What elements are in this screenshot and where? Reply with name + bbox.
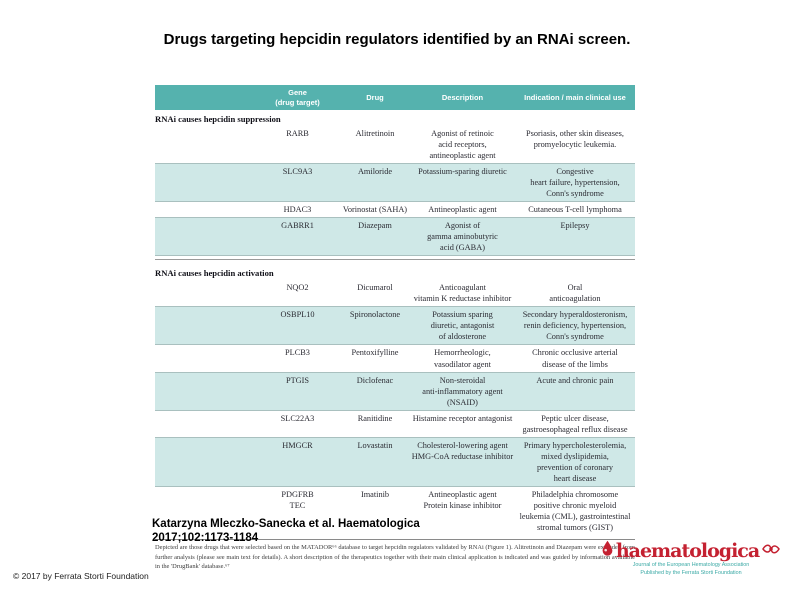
column-header-indication: Indication / main clinical use <box>524 92 626 102</box>
description-cell: Cholesterol-lowering agent HMG-CoA reduc… <box>411 440 514 461</box>
drug-cell: Vorinostat (SAHA) <box>342 205 408 215</box>
section-divider <box>155 259 635 261</box>
row-gutter <box>155 307 255 311</box>
table-header-row: Gene (drug target) Drug Description Indi… <box>155 85 635 110</box>
drug-cell: Imatinib <box>360 489 390 499</box>
haematologica-logo: haematologica Journal of the European He… <box>596 540 786 577</box>
copyright-notice: © 2017 by Ferrata Storti Foundation <box>13 571 149 581</box>
indication-cell: Congestive heart failure, hypertension, … <box>530 167 620 199</box>
table-body: RNAi causes hepcidin suppression RARB Alit… <box>155 110 635 535</box>
row-gutter <box>155 345 255 349</box>
citation-authors: Katarzyna Mleczko-Sanecka et al. Haemato… <box>152 518 420 530</box>
indication-cell: Cutaneous T-cell lymphoma <box>528 205 622 215</box>
table-row: RARB Alitretinoin Agonist of retinoic acid… <box>155 126 635 163</box>
row-gutter <box>155 411 255 415</box>
section-label: RNAi causes hepcidin activation <box>155 268 274 279</box>
drug-cell: Alitretinoin <box>355 129 395 138</box>
gene-cell: HMGCR <box>282 440 313 450</box>
table-row: SLC22A3 Ranitidine Histamine receptor anta… <box>155 411 635 437</box>
indication-cell: Primary hypercholesterolemia, mixed dysl… <box>523 440 627 483</box>
description-cell: Antineoplastic agent <box>428 205 497 215</box>
gene-cell: RARB <box>286 129 309 138</box>
gene-cell: OSBPL10 <box>280 310 315 320</box>
description-cell: Non-steroidal anti-inflammatory agent (N… <box>422 375 503 407</box>
gene-cell: SLC9A3 <box>282 167 313 177</box>
row-gutter <box>155 280 255 284</box>
gene-cell: GABRR1 <box>281 221 314 231</box>
drug-cell: Ranitidine <box>357 413 393 423</box>
logo-tagline-line2: Published by the Ferrata Storti Foundati… <box>640 569 742 576</box>
column-header-drug: Drug <box>366 92 384 102</box>
table-row: PDGFRB TEC Imatinib Antineoplastic agent P… <box>155 487 635 535</box>
drug-cell: Spironolactone <box>349 310 401 320</box>
description-cell: Antineoplastic agent Protein kinase inhi… <box>423 489 502 510</box>
blood-drop-icon <box>601 540 614 562</box>
gene-cell: PTGIS <box>285 375 310 385</box>
description-cell: Agonist of gamma aminobutyric acid (GABA… <box>427 221 498 253</box>
logo-tagline: Journal of the European Hematology Assoc… <box>596 562 786 577</box>
indication-cell: Oral anticoagulation <box>549 283 601 304</box>
description-cell: Potassium-sparing diuretic <box>418 167 507 177</box>
description-cell: Potassium sparing diuretic, antagonist o… <box>430 310 495 342</box>
row-gutter <box>155 438 255 442</box>
description-cell: Histamine receptor antagonist <box>412 413 513 423</box>
table-row: GABRR1 Diazepam Agonist of gamma aminobuty… <box>155 217 635 257</box>
indication-cell: Epilepsy <box>560 221 590 231</box>
table-row: HDAC3 Vorinostat (SAHA) Antineoplastic age… <box>155 202 635 217</box>
drug-cell: Dicumarol <box>357 283 393 293</box>
gene-cell: SLC22A3 <box>280 413 315 423</box>
citation: Katarzyna Mleczko-Sanecka et al. Haemato… <box>152 517 492 546</box>
logo-ornament-icon <box>761 542 781 560</box>
drug-cell: Pentoxifylline <box>351 348 399 358</box>
indication-cell: Philadelphia chromosome positive chronic… <box>519 489 631 532</box>
description-cell: Hemorrheologic, vasodilator agent <box>434 348 491 369</box>
table-row: PLCB3 Pentoxifylline Hemorrheologic, vasod… <box>155 345 635 371</box>
gene-cell: NQO2 <box>286 283 309 293</box>
drug-cell: Diclofenac <box>356 375 394 385</box>
row-gutter <box>155 202 255 206</box>
indication-cell: Acute and chronic pain <box>536 375 614 385</box>
indication-cell: Psoriasis, other skin diseases, promyelo… <box>526 129 624 150</box>
logo-wordmark: haematologica <box>615 539 760 562</box>
logo-tagline-line1: Journal of the European Hematology Assoc… <box>632 562 750 568</box>
column-header-gene: Gene (drug target) <box>275 88 320 107</box>
gene-cell: PLCB3 <box>285 348 310 358</box>
indication-cell: Chronic occlusive arterial disease of th… <box>532 348 618 369</box>
row-gutter <box>155 373 255 377</box>
table-footnote: Depicted are those drugs that were selec… <box>155 538 635 572</box>
table-row: PTGIS Diclofenac Non-steroidal anti-inflam… <box>155 371 635 411</box>
description-cell: Agonist of retinoic acid receptors, anti… <box>429 129 496 161</box>
column-header-description: Description <box>441 92 484 102</box>
indication-cell: Peptic ulcer disease, gastroesophageal r… <box>522 413 628 434</box>
drug-cell: Lovastatin <box>357 440 393 450</box>
table-row: SLC9A3 Amiloride Potassium-sparing diureti… <box>155 163 635 203</box>
description-cell: Anticoagulant vitamin K reductase inhibi… <box>413 283 512 304</box>
row-gutter <box>155 487 255 491</box>
gene-cell: HDAC3 <box>283 205 312 215</box>
indication-cell: Secondary hyperaldosteronism, renin defi… <box>522 310 628 342</box>
gene-cell: PDGFRB TEC <box>281 489 314 510</box>
page-title: Drugs targeting hepcidin regulators iden… <box>163 31 631 48</box>
drug-cell: Amiloride <box>357 167 393 177</box>
row-gutter <box>155 126 255 130</box>
table-row: NQO2 Dicumarol Anticoagulant vitamin K red… <box>155 280 635 306</box>
drug-table: Gene (drug target) Drug Description Indi… <box>155 85 635 572</box>
table-row: OSBPL10 Spironolactone Potassium sparing d… <box>155 306 635 346</box>
drug-cell: Diazepam <box>358 221 392 231</box>
row-gutter <box>155 218 255 222</box>
section-label: RNAi causes hepcidin suppression <box>155 114 281 124</box>
header-gutter <box>155 95 255 101</box>
citation-reference: 2017;102:1173-1184 <box>152 532 259 545</box>
row-gutter <box>155 164 255 168</box>
table-row: HMGCR Lovastatin Cholesterol-lowering agen… <box>155 436 635 487</box>
